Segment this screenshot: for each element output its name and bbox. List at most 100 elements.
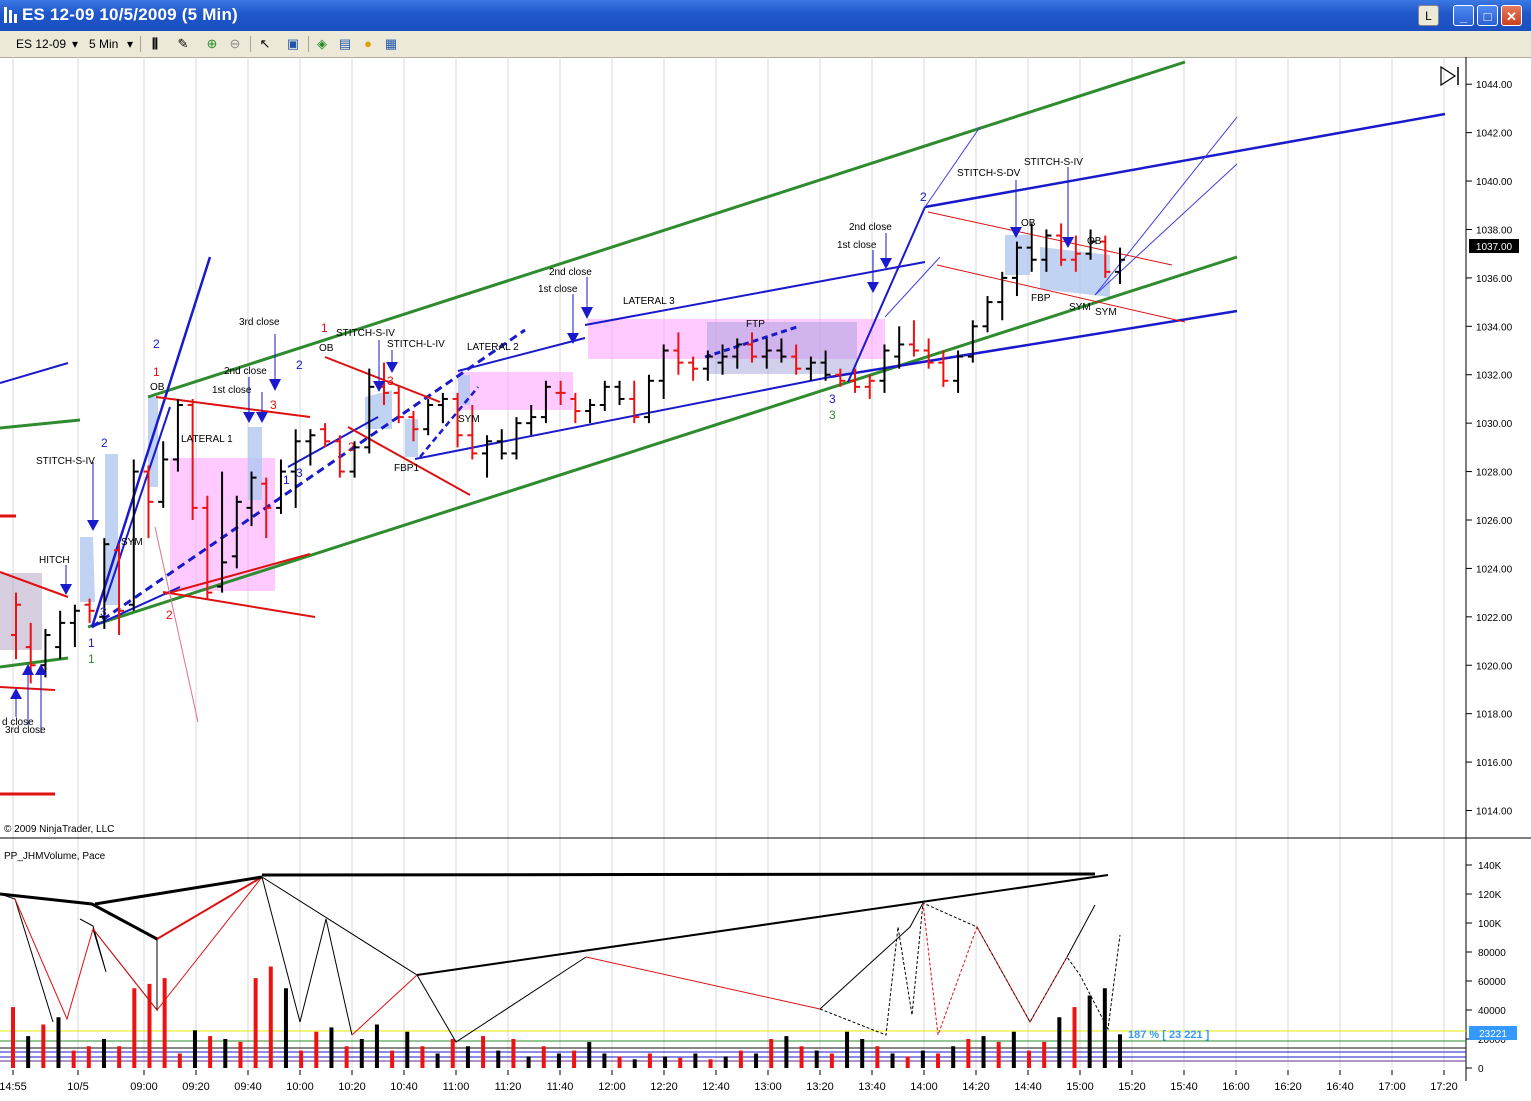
ohlc-bar	[99, 538, 110, 629]
wave-count: 2	[920, 190, 927, 204]
down-arrow-marker	[1010, 227, 1022, 238]
pointer-icon[interactable]: ↖	[259, 36, 271, 51]
ohlc-bar	[187, 398, 198, 520]
volume-bar	[405, 1031, 410, 1068]
volume-bar	[541, 1046, 546, 1068]
x-tick-label: 09:20	[182, 1081, 210, 1093]
ohlc-bar	[349, 441, 360, 478]
interval-selector[interactable]: 5 Min	[89, 37, 119, 51]
ohlc-bar	[835, 368, 846, 387]
close-button[interactable]: ✕	[1501, 5, 1522, 26]
toolbar-separator	[250, 36, 251, 52]
ohlc-bar	[585, 398, 596, 424]
volume-bar	[374, 1024, 379, 1068]
time-axis: 14:55 10/5 09:00 09:20 09:40 10:00 10:20 10:40 1…	[0, 1070, 1458, 1093]
ohlc-bar	[688, 356, 699, 381]
last-price-bg	[1469, 239, 1519, 253]
minimize-button[interactable]: _	[1453, 5, 1474, 26]
volume-bar	[829, 1053, 834, 1068]
volume-zigzag-red	[14, 876, 263, 1021]
blue-channel-mid	[584, 261, 926, 326]
chart-properties-icon[interactable]: ▤	[338, 36, 352, 51]
pace-axis-value: 23221	[1479, 1029, 1507, 1040]
volume-bar	[814, 1050, 819, 1068]
arrow-markers	[10, 167, 1074, 733]
lateral-zones	[0, 319, 885, 650]
wave-count: 2	[296, 358, 303, 372]
ohlc-bar	[1085, 229, 1096, 260]
volume-bar	[177, 1053, 182, 1068]
y-tick-label: 1036.00	[1476, 274, 1513, 285]
vol-y-tick-label: 0	[1478, 1064, 1484, 1075]
ohlc-bar	[643, 374, 654, 424]
label-hitch: HITCH	[39, 555, 70, 566]
maximize-button[interactable]: □	[1477, 5, 1498, 26]
ohlc-bar	[717, 344, 728, 375]
wave-count: 3	[100, 605, 107, 619]
ohlc-bar	[791, 344, 802, 375]
instrument-dropdown-icon[interactable]: ▾	[72, 37, 79, 51]
red-channel-3	[164, 553, 311, 595]
x-tick-label: 11:20	[495, 1081, 522, 1093]
interval-dropdown-icon[interactable]: ▾	[127, 37, 134, 51]
volume-bar	[951, 1046, 956, 1068]
up-arrow-marker	[35, 664, 47, 675]
label-d-close: d close	[2, 717, 34, 728]
volume-bar	[1057, 1017, 1062, 1068]
volume-bar	[132, 988, 137, 1068]
x-tick-label: 14:40	[1014, 1081, 1042, 1093]
ohlc-bar	[84, 598, 95, 623]
volume-bar	[253, 978, 258, 1068]
volume-bar	[860, 1039, 865, 1068]
template-icon[interactable]: ▦	[384, 36, 398, 51]
label-fbp1: FBP1	[394, 463, 419, 474]
wave-count: 2	[101, 436, 108, 450]
ohlc-bar	[953, 350, 964, 393]
alert-icon[interactable]: ●	[364, 36, 372, 51]
pace-readout: 187 % [ 23 221 ]	[1128, 1029, 1210, 1041]
volume-zigzag-black	[0, 893, 54, 1023]
blue-leg-2	[104, 406, 171, 603]
instrument-selector[interactable]: ES 12-09	[16, 37, 67, 51]
annotation-labels: HITCH STITCH-S-IV SYM OB LATERAL 1 1st c…	[2, 157, 1117, 736]
up-arrow-marker	[22, 664, 34, 675]
volume-zigzag-black	[819, 902, 924, 1010]
y-tick-label: 1034.00	[1476, 322, 1513, 333]
volume-trendline	[0, 892, 158, 941]
link-button[interactable]: L	[1418, 5, 1439, 26]
volume-bar	[754, 1053, 759, 1068]
ohlc-bar	[614, 380, 625, 405]
label-3rd-close: 3rd close	[5, 725, 46, 736]
volume-bar	[450, 1039, 455, 1068]
zoom-out-icon[interactable]: ⊖	[229, 36, 241, 51]
volume-bar	[41, 1024, 46, 1068]
x-tick-label: 09:40	[234, 1081, 262, 1093]
ohlc-bar	[747, 332, 757, 363]
zoom-in-icon[interactable]: ⊕	[206, 36, 218, 51]
app-icon	[4, 7, 17, 23]
blue-stub	[0, 362, 69, 384]
wave-count: 1	[283, 473, 290, 487]
x-tick-label: 16:20	[1274, 1081, 1302, 1093]
blue-dashed-trend	[91, 328, 526, 629]
vol-y-tick-label: 80000	[1478, 948, 1506, 959]
volume-hlines	[0, 1030, 1466, 1062]
ohlc-bar	[231, 495, 242, 569]
price-bars	[11, 223, 1125, 684]
pencil-icon[interactable]: ✎	[177, 36, 189, 51]
data-box-icon[interactable]: ▣	[286, 36, 300, 51]
ohlc-bar	[850, 368, 861, 393]
volume-bar	[1027, 1050, 1032, 1068]
bar-type-icon[interactable]: ⫼	[152, 36, 158, 51]
label-2nd-close: 2nd close	[849, 222, 892, 233]
volume-trendline	[416, 874, 1109, 976]
wave-count: 2	[166, 608, 173, 622]
label-ob: OB	[150, 382, 165, 393]
ohlc-bar	[923, 338, 934, 369]
scroll-to-end-icon[interactable]	[1440, 65, 1459, 87]
chart-area[interactable]: HITCH STITCH-S-IV SYM OB LATERAL 1 1st c…	[0, 57, 1531, 1101]
strategy-icon[interactable]: ◈	[317, 36, 327, 51]
volume-bar	[192, 1030, 197, 1068]
pattern-box	[248, 427, 262, 500]
ohlc-bar	[172, 398, 183, 472]
